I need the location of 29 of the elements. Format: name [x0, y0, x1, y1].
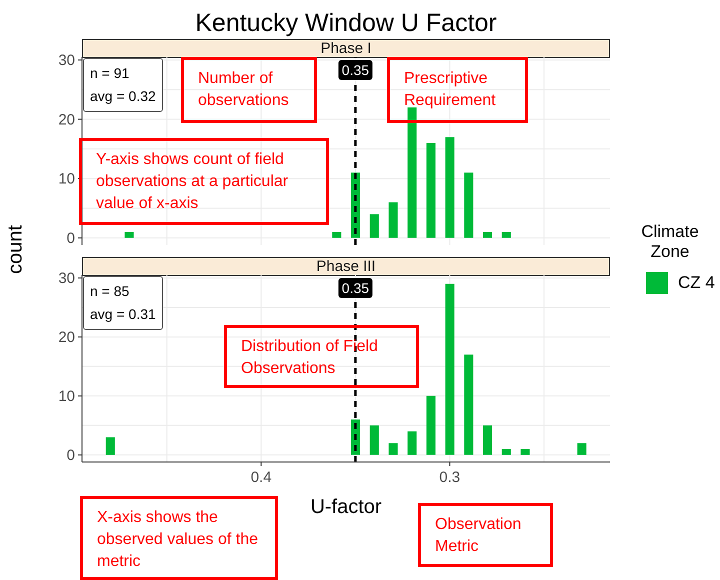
annotation: avg = 0.32: [90, 87, 156, 106]
x-tick-label: 0.4: [250, 469, 272, 486]
text: X-axis shows the observed values of the metric: [96, 508, 259, 572]
text: Observation Metric: [434, 515, 522, 557]
annotation: avg = 0.31: [90, 305, 156, 324]
x-axis-title: U-factor: [310, 496, 382, 518]
annotation: n = 91: [90, 64, 130, 83]
ref-line-label: 0.35: [342, 62, 370, 78]
y-tick-label: 10: [58, 388, 75, 405]
annotation: Number of observations: [197, 69, 290, 111]
y-tick-label: 0: [66, 446, 75, 464]
legend-title: Climate Zone: [640, 222, 700, 262]
annotation: Prescriptive Requirement: [403, 69, 497, 111]
y-tick-label: 0: [66, 230, 75, 247]
legend-label: CZ 4: [678, 273, 715, 293]
y-tick-label: 20: [58, 111, 75, 128]
ref-line-label: 0.35: [342, 280, 370, 296]
y-axis-title: count: [4, 224, 28, 276]
chart-title: Kentucky Window U Factor: [194, 8, 498, 38]
chart-subtitle: Phase III: [82, 257, 610, 276]
annotation: Distribution of Field Observations: [240, 337, 379, 379]
y-tick-label: 20: [58, 328, 75, 346]
x-tick-label: 0.3: [439, 469, 460, 486]
y-tick-label: 10: [58, 170, 75, 188]
chart-subtitle: Phase I: [82, 39, 610, 58]
y-tick-label: 30: [58, 52, 75, 69]
annotation: n = 85: [90, 282, 130, 301]
y-tick-label: 30: [58, 270, 75, 287]
annotation: Y-axis shows count of field observations at a particular value of x-axis: [95, 150, 290, 214]
